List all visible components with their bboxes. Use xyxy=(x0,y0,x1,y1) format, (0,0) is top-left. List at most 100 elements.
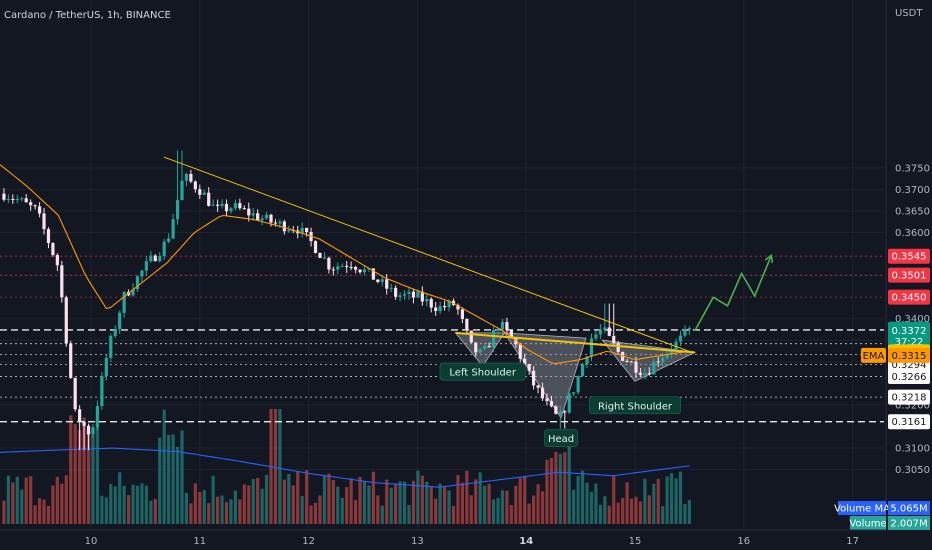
volume-ma-value: 5.065M xyxy=(890,504,927,515)
candle-body xyxy=(60,265,64,298)
candle-body xyxy=(55,254,59,266)
candle-body xyxy=(625,360,629,362)
volume-bar xyxy=(296,471,300,524)
volume-bar xyxy=(532,495,536,524)
candle-body xyxy=(483,346,487,350)
volume-bar xyxy=(402,481,407,524)
candle-body xyxy=(621,351,625,361)
volume-bar xyxy=(202,489,206,524)
candlesticks xyxy=(2,150,691,451)
volume-bar xyxy=(505,490,509,524)
volume-bar xyxy=(6,475,11,524)
level-badge-value: 0.3545 xyxy=(892,252,927,263)
volume-bar xyxy=(540,491,545,524)
candle-body xyxy=(612,335,616,344)
candle-body xyxy=(149,255,153,262)
level-badge-value: 0.3501 xyxy=(892,271,927,282)
candle-body xyxy=(416,291,420,298)
candle-body xyxy=(2,193,6,200)
last-price-badge-bg xyxy=(888,321,930,348)
volume-bar xyxy=(349,478,353,524)
volume-bar xyxy=(300,496,304,524)
time-axis[interactable] xyxy=(0,530,932,550)
candle-body xyxy=(82,421,86,426)
candle-body xyxy=(389,287,393,289)
volume-bar xyxy=(514,485,518,524)
candle-body xyxy=(469,330,473,343)
price-tick-label: 0.3400 xyxy=(895,314,930,325)
candle-body xyxy=(322,257,327,259)
volume-bar xyxy=(474,479,478,524)
volume-bar xyxy=(340,497,344,524)
candle-body xyxy=(73,377,77,410)
candle-body xyxy=(580,364,585,377)
volume-bar xyxy=(273,409,278,524)
volume-bar xyxy=(144,485,148,524)
volume-bar xyxy=(238,499,242,524)
right-shoulder-label-text: Right Shoulder xyxy=(598,401,673,412)
candle-body xyxy=(487,346,491,348)
candle-body xyxy=(42,213,46,230)
volume-bar xyxy=(469,495,473,524)
volume-bar xyxy=(291,485,295,524)
candle-body xyxy=(603,327,607,330)
level-badge-value: 0.3294 xyxy=(892,360,927,371)
candle-body xyxy=(336,266,340,270)
candle-body xyxy=(46,229,51,244)
volume-bar xyxy=(153,499,157,524)
head-label: Head xyxy=(544,429,578,447)
ema-name: EMA xyxy=(863,351,885,362)
candle-body xyxy=(349,267,353,269)
candle-body xyxy=(86,425,91,435)
volume-bar xyxy=(416,470,420,524)
candle-body xyxy=(358,269,362,273)
candle-body xyxy=(589,338,594,357)
candle-body xyxy=(331,269,335,271)
candle-body xyxy=(135,276,140,290)
volume-ma-name: Volume MA xyxy=(834,504,890,515)
volume-bar xyxy=(260,488,264,524)
price-tick-label: 0.3750 xyxy=(895,163,930,174)
candle-body xyxy=(113,329,117,336)
volume-bar xyxy=(135,485,140,524)
candle-body xyxy=(51,243,55,255)
candle-body xyxy=(95,406,100,428)
volume-bar xyxy=(491,499,496,524)
candle-body xyxy=(402,293,407,296)
candle-body xyxy=(158,255,162,262)
volume-bar xyxy=(242,484,246,524)
candle-body xyxy=(233,203,238,209)
volume-bar xyxy=(256,477,260,524)
candle-body xyxy=(585,356,589,365)
volume-bar xyxy=(358,476,362,524)
volume-bar xyxy=(483,485,487,524)
candle-body xyxy=(167,238,171,242)
candle-body xyxy=(456,304,460,310)
candle-body xyxy=(318,252,322,258)
candle-body xyxy=(438,306,442,311)
candle-body xyxy=(563,411,567,413)
candle-body xyxy=(545,398,549,402)
volume-bar xyxy=(496,497,500,524)
currency-label: USDT xyxy=(895,8,923,19)
descending-trendline xyxy=(163,156,690,352)
volume-ma-name-bg xyxy=(838,501,886,515)
volume-bar xyxy=(558,453,562,524)
volume-bar xyxy=(567,444,571,524)
last-price-countdown: 37:22 xyxy=(895,337,924,348)
volume-bar xyxy=(656,478,660,524)
volume-bar xyxy=(367,485,371,524)
candle-body xyxy=(362,269,367,273)
candle-body xyxy=(576,376,580,393)
time-tick-label: 15 xyxy=(629,536,642,547)
volume-bar xyxy=(189,503,193,524)
candle-body xyxy=(29,202,33,206)
candle-body xyxy=(643,373,647,375)
volume-bar xyxy=(198,491,202,524)
candle-body xyxy=(20,198,24,200)
candle-body xyxy=(447,300,451,308)
candle-body xyxy=(193,181,197,190)
volume-bar xyxy=(612,475,616,524)
